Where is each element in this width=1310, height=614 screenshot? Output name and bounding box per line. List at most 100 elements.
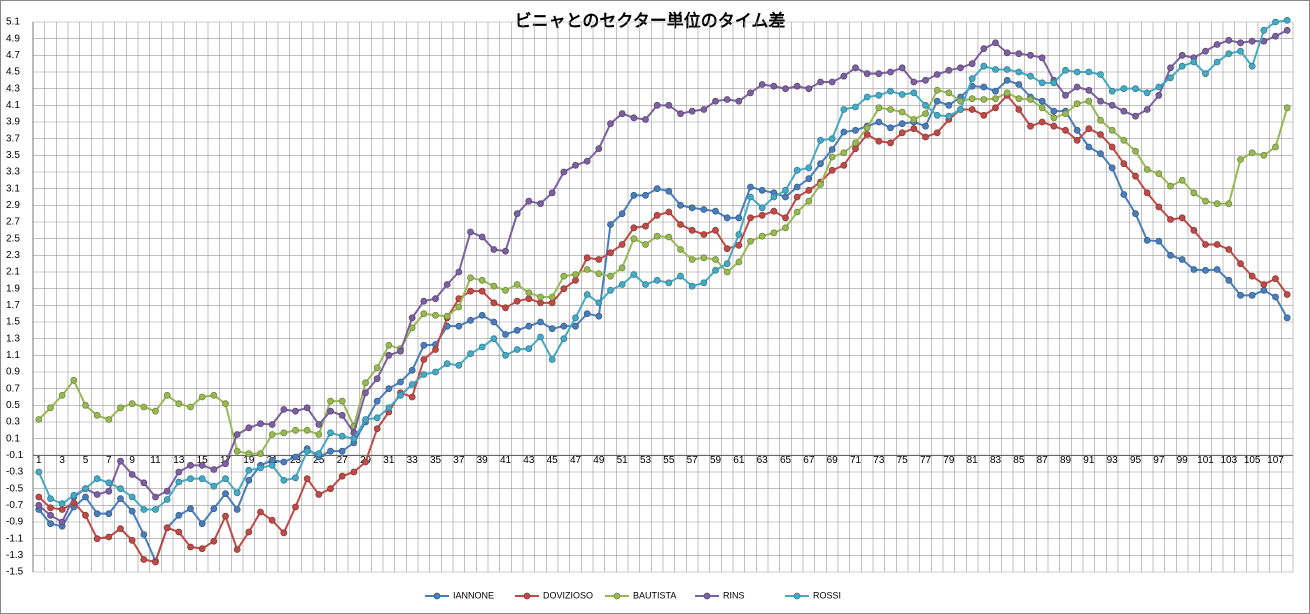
data-point bbox=[397, 347, 404, 355]
data-point bbox=[572, 314, 579, 322]
data-point bbox=[362, 416, 369, 423]
x-tick-label: 85 bbox=[1013, 455, 1025, 466]
data-point bbox=[175, 511, 183, 519]
data-point bbox=[315, 491, 323, 498]
data-point bbox=[1015, 106, 1023, 113]
data-point bbox=[490, 335, 498, 343]
data-point bbox=[1097, 150, 1104, 158]
data-point bbox=[537, 200, 544, 208]
data-point bbox=[747, 89, 754, 97]
data-point bbox=[245, 424, 253, 432]
data-point bbox=[35, 501, 43, 509]
data-point bbox=[840, 106, 848, 113]
data-point bbox=[513, 346, 521, 353]
data-point bbox=[47, 504, 54, 512]
data-point bbox=[1015, 68, 1023, 76]
data-point bbox=[688, 256, 696, 263]
data-point bbox=[723, 214, 731, 222]
data-point bbox=[1062, 126, 1069, 134]
data-point bbox=[1108, 126, 1116, 134]
data-point bbox=[245, 450, 253, 458]
data-point bbox=[1027, 51, 1034, 59]
data-point bbox=[490, 282, 498, 290]
data-point bbox=[525, 197, 533, 205]
data-point bbox=[642, 241, 649, 248]
data-point bbox=[233, 546, 241, 553]
data-point bbox=[93, 491, 101, 498]
data-point bbox=[548, 189, 556, 197]
x-tick-label: 35 bbox=[430, 455, 442, 466]
data-point bbox=[1202, 197, 1209, 205]
data-point bbox=[782, 224, 789, 232]
data-point bbox=[992, 39, 999, 47]
data-point bbox=[198, 461, 206, 469]
data-point bbox=[350, 468, 358, 476]
data-point bbox=[1237, 47, 1244, 55]
x-tick-label: 101 bbox=[1197, 455, 1214, 466]
data-point bbox=[735, 258, 743, 266]
data-point bbox=[467, 350, 474, 358]
data-point bbox=[1155, 83, 1163, 91]
data-point bbox=[140, 403, 148, 411]
data-point bbox=[758, 204, 766, 212]
data-point bbox=[222, 475, 229, 483]
x-tick-label: 73 bbox=[873, 455, 885, 466]
data-point bbox=[805, 164, 813, 172]
data-point bbox=[910, 116, 918, 123]
data-point bbox=[770, 82, 778, 90]
data-point bbox=[175, 528, 183, 536]
x-tick-label: 11 bbox=[150, 455, 161, 466]
data-point bbox=[1167, 251, 1174, 259]
data-point bbox=[1073, 68, 1081, 76]
data-point bbox=[420, 356, 428, 363]
x-tick-label: 43 bbox=[523, 455, 535, 466]
data-point bbox=[747, 183, 754, 191]
y-tick-label: 4.5 bbox=[6, 67, 20, 78]
data-point bbox=[630, 224, 638, 232]
data-point bbox=[303, 447, 311, 455]
data-point bbox=[1272, 293, 1279, 301]
legend-label: ROSSI bbox=[813, 590, 841, 600]
data-point bbox=[455, 322, 463, 330]
data-point bbox=[618, 241, 626, 248]
data-point bbox=[1178, 62, 1186, 70]
data-point bbox=[478, 287, 486, 295]
data-point bbox=[1038, 79, 1046, 87]
data-point bbox=[735, 241, 743, 249]
data-point bbox=[128, 400, 136, 408]
data-point bbox=[397, 378, 404, 386]
data-point bbox=[1213, 200, 1221, 208]
data-point bbox=[525, 345, 533, 353]
data-point bbox=[210, 537, 218, 545]
data-point bbox=[863, 93, 871, 101]
data-point bbox=[1178, 176, 1186, 184]
data-point bbox=[1120, 107, 1128, 115]
data-point bbox=[688, 107, 696, 115]
y-tick-label: 4.1 bbox=[6, 100, 20, 111]
x-tick-label: 99 bbox=[1177, 455, 1189, 466]
data-point bbox=[478, 343, 486, 351]
data-point bbox=[723, 268, 731, 276]
data-point bbox=[875, 137, 883, 145]
data-point bbox=[1062, 91, 1069, 99]
data-point bbox=[1260, 26, 1268, 34]
x-tick-label: 33 bbox=[407, 455, 419, 466]
y-tick-label: 0.9 bbox=[6, 367, 20, 378]
data-point bbox=[1050, 122, 1058, 130]
data-point bbox=[723, 96, 731, 103]
data-point bbox=[840, 161, 848, 169]
data-point bbox=[653, 101, 661, 109]
x-tick-label: 103 bbox=[1220, 455, 1237, 466]
data-point bbox=[233, 431, 241, 438]
data-point bbox=[187, 403, 194, 411]
data-point bbox=[992, 87, 999, 95]
data-point bbox=[898, 129, 906, 137]
data-point bbox=[93, 535, 101, 543]
x-tick-label: 9 bbox=[129, 455, 135, 466]
data-point bbox=[712, 256, 719, 263]
x-tick-label: 25 bbox=[313, 455, 325, 466]
data-point bbox=[280, 458, 288, 466]
data-point bbox=[198, 520, 206, 528]
data-point bbox=[1213, 58, 1221, 66]
data-point bbox=[327, 485, 334, 493]
